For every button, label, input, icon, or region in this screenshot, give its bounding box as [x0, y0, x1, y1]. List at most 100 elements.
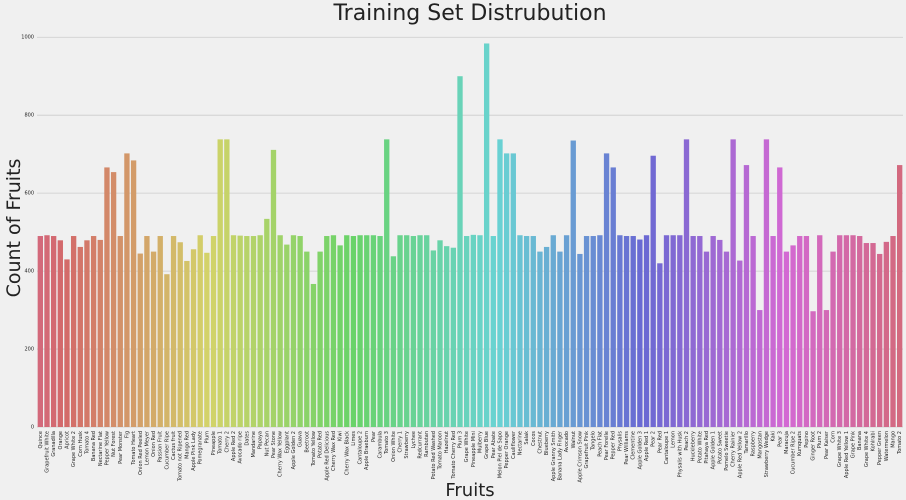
x-tick-label: Cocos [531, 431, 537, 446]
x-tick-label: Cherry Rainier [731, 430, 737, 467]
bar [817, 235, 823, 427]
x-tick-label: Tomato 2 [897, 431, 903, 455]
bar [284, 244, 290, 427]
x-tick-label: Apricot [64, 431, 70, 449]
y-tick-label: 400 [24, 269, 34, 275]
bar [657, 263, 663, 427]
bar [850, 235, 856, 427]
x-tick-label: Potato White [697, 431, 703, 463]
bar [690, 236, 696, 427]
x-tick-label: Pepper Red [611, 431, 617, 459]
x-tick-label: Pineapple [211, 431, 217, 455]
bar [743, 165, 750, 427]
bar [384, 139, 390, 427]
x-tick-label: Grapefruit White [44, 431, 50, 473]
bar [390, 256, 397, 427]
bar [530, 236, 536, 427]
y-axis-label: Count of Fruits [3, 159, 25, 298]
x-tick-label: Huckleberry [691, 431, 697, 461]
x-tick-label: Physalis [617, 431, 623, 452]
x-tick-label: Kaki [771, 431, 777, 442]
bar [857, 236, 863, 427]
bar [424, 235, 430, 427]
x-tick-label: Peach Flat [597, 431, 603, 457]
x-tick-label: Cherry Wax Red [331, 431, 337, 471]
y-tick-label: 0 [31, 425, 34, 431]
bar [517, 235, 523, 427]
bar [144, 236, 150, 427]
bar [130, 160, 137, 427]
bar [90, 236, 97, 427]
bar [650, 155, 656, 427]
x-tick-label: Kumquats [797, 431, 803, 456]
x-tick-label: Raspberry [751, 431, 757, 456]
x-tick-label: Cantaloupe 1 [664, 431, 670, 464]
x-tick-label: Beetroot [304, 431, 310, 453]
bar [57, 240, 63, 427]
x-tick-label: Apple Golden 3 [637, 431, 643, 469]
bar [437, 240, 443, 427]
bar [397, 235, 403, 427]
x-tick-label: Carambula [378, 431, 384, 458]
bar [70, 236, 77, 427]
y-tick-label: 1000 [21, 35, 34, 41]
bar [150, 251, 157, 427]
x-tick-label: Tomato Maroon [438, 431, 444, 470]
bar [663, 235, 670, 427]
bar [164, 274, 170, 427]
bar [890, 236, 896, 427]
bar [270, 149, 277, 427]
bar [304, 251, 310, 427]
bar [483, 43, 490, 427]
x-tick-label: Avocado ripe [238, 431, 244, 463]
x-tick-label: Clementine [631, 431, 637, 460]
bar [190, 249, 197, 427]
bar [583, 236, 590, 427]
bar [44, 235, 50, 427]
x-tick-label: Cherry Wax Yellow [278, 431, 284, 477]
x-tick-label: Tomato Yellow [311, 431, 317, 467]
x-tick-label: Pepper Orange [504, 431, 510, 468]
bar [597, 235, 603, 427]
bar [843, 235, 850, 427]
x-tick-label: Grape White 2 [71, 431, 77, 467]
x-tick-label: Pear Monster [118, 430, 124, 464]
x-tick-label: Cherry 1 [398, 431, 404, 453]
x-tick-label: Corn [831, 431, 837, 443]
x-tick-label: Apple Red Yellow 1 [844, 431, 850, 478]
bar [477, 235, 483, 427]
bar [877, 253, 883, 427]
x-tick-label: Cantaloupe 2 [358, 431, 364, 464]
bar [623, 236, 630, 427]
x-tick-label: Tomato Cherry Red [451, 431, 457, 480]
x-tick-label: Nectarine [517, 431, 523, 455]
x-tick-label: Pomelo Sweetie [724, 431, 730, 471]
bar [803, 236, 810, 427]
x-tick-label: Onion White [391, 431, 397, 462]
bar [410, 236, 417, 427]
bar [317, 251, 323, 427]
bar [184, 260, 190, 427]
chart-title: Training Set Distrubution [332, 1, 606, 26]
x-tick-label: Orange [58, 431, 64, 449]
bar [250, 236, 257, 427]
x-tick-label: Watermelon [884, 431, 890, 461]
x-tick-label: Mulberry [477, 431, 483, 453]
bar [244, 236, 250, 427]
bar [557, 251, 563, 427]
bar [324, 236, 330, 427]
x-tick-label: Corn Husk [78, 431, 84, 457]
bar [550, 235, 556, 427]
bar [617, 235, 623, 427]
bar [344, 235, 350, 427]
x-tick-label: Pear 2 [651, 431, 657, 447]
x-tick-label: Cherry 2 [224, 431, 230, 453]
bar [310, 283, 317, 427]
x-tick-label: Nut Forest [111, 431, 117, 457]
x-tick-label: Tamarillo [744, 431, 750, 455]
x-axis-label: Fruits [445, 480, 494, 500]
bar [357, 235, 363, 427]
bar [863, 243, 870, 427]
bar [430, 250, 437, 427]
